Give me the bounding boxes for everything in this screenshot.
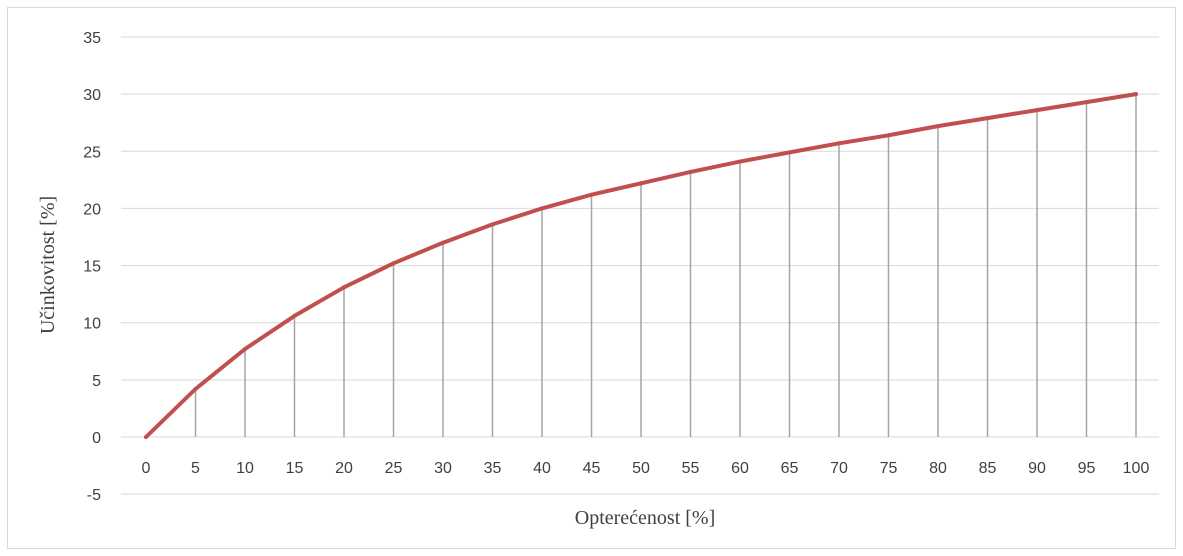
data-point-7: [490, 222, 495, 227]
data-point-4: [342, 285, 346, 290]
x-tick-label-4: 20: [335, 460, 353, 477]
data-point-18: [1035, 108, 1039, 113]
x-tick-label-8: 40: [533, 460, 551, 477]
data-point-19: [1084, 100, 1089, 105]
y-tick-label-5: 20: [83, 201, 101, 218]
data-point-3: [292, 313, 297, 318]
drop-lines: [194, 94, 1137, 437]
y-tick-label-3: 10: [83, 316, 101, 333]
x-tick-label-10: 50: [632, 460, 650, 477]
x-tick-label-6: 30: [434, 460, 452, 477]
x-axis-title: Opterećenost [%]: [575, 507, 716, 529]
x-tick-label-11: 55: [682, 460, 700, 477]
x-tick-label-15: 75: [880, 460, 898, 477]
y-tick-label-7: 30: [83, 87, 101, 104]
data-point-14: [837, 141, 841, 146]
x-tick-label-20: 100: [1123, 460, 1150, 477]
data-point-16: [936, 124, 940, 129]
y-axis-title: Učinkovitost [%]: [37, 196, 59, 334]
data-point-1: [193, 387, 198, 391]
x-tick-label-14: 70: [830, 460, 848, 477]
y-tick-label-1: 0: [92, 430, 101, 447]
x-tick-label-19: 95: [1078, 460, 1096, 477]
series-layer: [144, 92, 1138, 439]
x-tick-label-5: 25: [385, 460, 403, 477]
x-tick-label-18: 90: [1028, 460, 1046, 477]
data-point-13: [787, 150, 792, 155]
data-point-17: [985, 116, 990, 121]
data-point-10: [639, 181, 643, 186]
x-tick-label-2: 10: [236, 460, 254, 477]
data-point-9: [589, 192, 594, 197]
data-point-11: [688, 169, 693, 174]
x-tick-label-12: 60: [731, 460, 749, 477]
y-tick-label-2: 5: [92, 373, 101, 390]
y-tick-label-8: 35: [83, 30, 101, 47]
data-point-6: [441, 240, 445, 245]
y-tick-label-0: -5: [87, 487, 101, 504]
data-point-5: [391, 261, 396, 266]
y-tick-label-4: 15: [83, 259, 101, 276]
data-point-15: [886, 133, 891, 138]
y-tick-label-6: 25: [83, 144, 101, 161]
y-axis-ticks: -5 0 5 10 15 20 25 30 35: [83, 30, 101, 504]
x-tick-label-9: 45: [583, 460, 601, 477]
x-tick-label-0: 0: [142, 460, 151, 477]
x-tick-label-1: 5: [191, 460, 200, 477]
data-point-0: [144, 435, 148, 439]
data-point-8: [540, 206, 544, 211]
x-tick-label-17: 85: [979, 460, 997, 477]
x-tick-label-13: 65: [781, 460, 799, 477]
x-axis-ticks: 0 5 10 15 20 25 30 35 40 45 50 55 60 65 70 75 80 85 90 95 10…: [142, 460, 1150, 477]
data-point-2: [243, 347, 247, 351]
data-point-12: [738, 159, 742, 164]
x-tick-label-16: 80: [929, 460, 947, 477]
x-tick-label-7: 35: [484, 460, 502, 477]
data-point-20: [1134, 92, 1138, 97]
x-tick-label-3: 15: [286, 460, 304, 477]
